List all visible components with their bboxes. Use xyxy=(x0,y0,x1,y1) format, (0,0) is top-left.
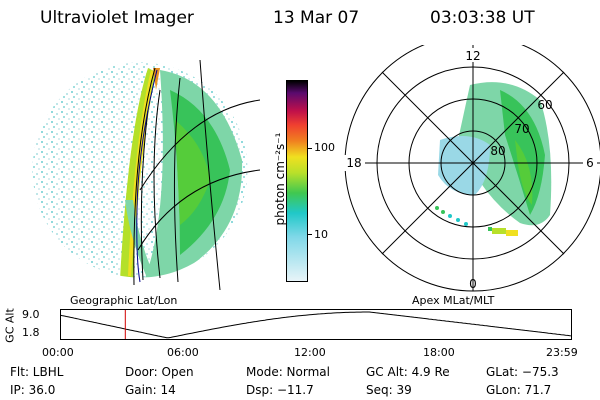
timeline-ylabel: GC Alt xyxy=(3,308,17,343)
timeline-xtick-2359: 23:59 xyxy=(546,346,578,359)
info-seq: Seq: 39 xyxy=(366,383,412,397)
lat-label-60: 60 xyxy=(537,98,552,112)
timeline-ytick-bottom: 1.8 xyxy=(22,326,40,339)
instrument-title: Ultraviolet Imager xyxy=(40,8,194,28)
altitude-timeline xyxy=(60,309,572,340)
timeline-xtick-0600: 06:00 xyxy=(167,346,199,359)
colorbar-tick-10: 10 xyxy=(314,228,328,241)
lat-label-70: 70 xyxy=(514,122,529,136)
geographic-globe-image xyxy=(31,59,260,290)
mlt-label-6: 6 xyxy=(586,156,594,170)
timeline-xtick-1200: 12:00 xyxy=(294,346,326,359)
lat-label-80: 80 xyxy=(490,144,505,158)
info-dsp: Dsp: −11.7 xyxy=(246,383,314,397)
info-glon: GLon: 71.7 xyxy=(486,383,552,397)
info-door: Door: Open xyxy=(125,365,194,379)
info-gain: Gain: 14 xyxy=(125,383,176,397)
mlt-label-18: 18 xyxy=(346,156,361,170)
time-label: 03:03:38 UT xyxy=(430,8,535,28)
colorbar-tick-mark xyxy=(307,234,312,235)
mlt-label-0: 0 xyxy=(469,277,477,291)
colorbar-tick-mark xyxy=(307,148,312,149)
info-ip: IP: 36.0 xyxy=(10,383,56,397)
timeline-left-caption: Geographic Lat/Lon xyxy=(70,294,178,307)
colorbar xyxy=(286,80,308,282)
altitude-curve xyxy=(60,311,572,339)
polar-mlt-plot: 12 18 6 0 60 70 80 xyxy=(343,45,600,292)
mlt-label-12: 12 xyxy=(465,49,480,63)
date-label: 13 Mar 07 xyxy=(273,8,360,28)
timeline-right-caption: Apex MLat/MLT xyxy=(412,294,495,307)
info-filter: Flt: LBHL xyxy=(10,365,64,379)
timeline-xtick-1800: 18:00 xyxy=(423,346,455,359)
timeline-ytick-top: 9.0 xyxy=(22,308,40,321)
info-gc-alt: GC Alt: 4.9 Re xyxy=(366,365,450,379)
colorbar-tick-100: 100 xyxy=(314,141,335,154)
timeline-xtick-0000: 00:00 xyxy=(42,346,74,359)
colorbar-unit-label: photon cm⁻²s⁻¹ xyxy=(273,132,287,226)
info-glat: GLat: −75.3 xyxy=(486,365,559,379)
info-mode: Mode: Normal xyxy=(246,365,330,379)
